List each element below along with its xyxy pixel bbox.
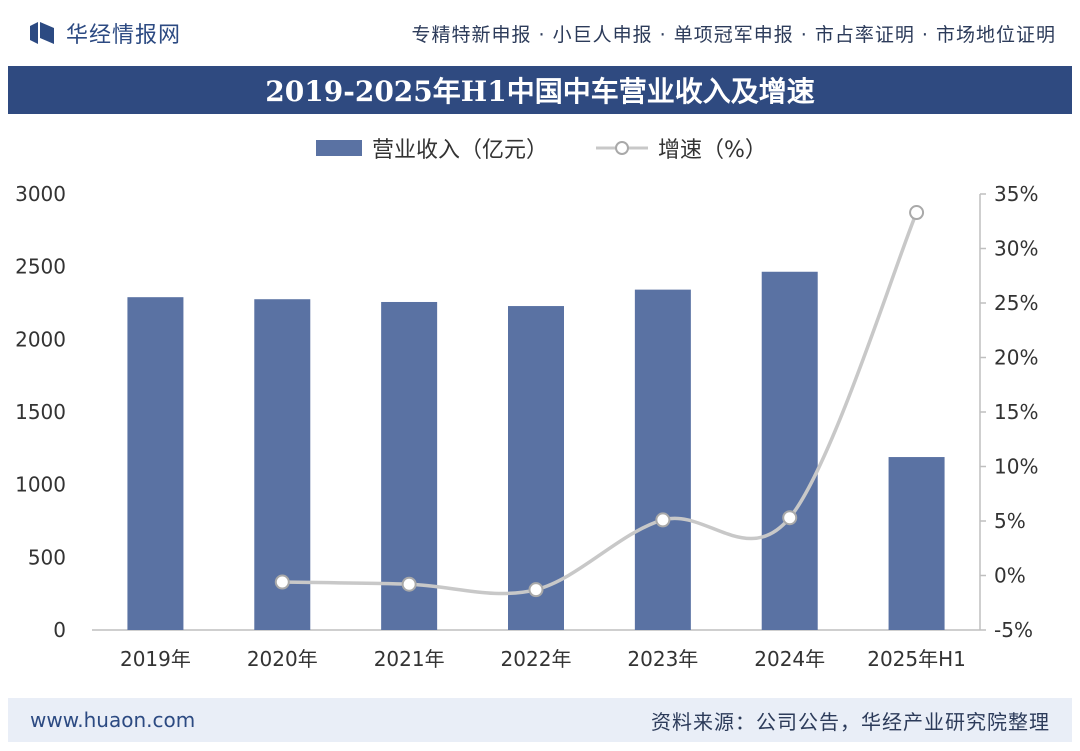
y-left-tick-label: 1000 <box>15 473 66 497</box>
legend-bar-swatch <box>316 140 362 156</box>
growth-point <box>782 510 798 526</box>
y-right-tick-label: 0% <box>994 564 1026 588</box>
bar <box>761 271 818 630</box>
y-right-tick-label: 20% <box>994 346 1038 370</box>
footer-source: 资料来源：公司公告，华经产业研究院整理 <box>651 709 1050 734</box>
bar <box>634 289 691 630</box>
footer-url[interactable]: www.huaon.com <box>30 708 196 732</box>
y-right-tick-label: 10% <box>994 455 1038 479</box>
chart-legend: 营业收入（亿元） 增速（%） <box>316 132 767 164</box>
growth-line <box>282 211 919 596</box>
y-left-tick-label: 2000 <box>15 327 66 351</box>
growth-point <box>401 576 417 592</box>
title-bar: 2019-2025年H1中国中车营业收入及增速 <box>8 66 1072 114</box>
growth-point <box>528 582 544 598</box>
y-right-tick-label: 35% <box>994 182 1038 206</box>
top-bar: 华经情报网 专精特新申报 · 小巨人申报 · 单项冠军申报 · 市占率证明 · … <box>0 0 1080 66</box>
y-right-tick-label: 30% <box>994 237 1038 261</box>
bar <box>381 301 438 630</box>
legend-line-swatch <box>596 141 649 155</box>
y-right-tick-label: 5% <box>994 509 1026 533</box>
y-right-tick-label: -5% <box>994 618 1033 642</box>
y-left-tick-label: 500 <box>28 545 66 569</box>
bar <box>127 297 184 630</box>
y-left-tick-label: 0 <box>53 618 66 642</box>
x-tick-label: 2024年 <box>754 647 825 671</box>
bar <box>888 457 945 630</box>
legend-line-label: 增速（%） <box>658 138 767 163</box>
y-right-tick-label: 15% <box>994 400 1038 424</box>
growth-point <box>909 205 925 221</box>
x-tick-label: 2020年 <box>247 647 318 671</box>
growth-point <box>274 574 290 590</box>
footer-bar: www.huaon.com 资料来源：公司公告，华经产业研究院整理 <box>8 698 1072 742</box>
y-left-tick-label: 3000 <box>15 182 66 206</box>
x-tick-label: 2022年 <box>501 647 572 671</box>
y-left-tick-label: 2500 <box>15 255 66 279</box>
y-left-tick-label: 1500 <box>15 400 66 424</box>
x-tick-label: 2025年H1 <box>867 647 966 671</box>
x-tick-label: 2021年 <box>374 647 445 671</box>
chart-title: 2019-2025年H1中国中车营业收入及增速 <box>265 75 815 108</box>
x-tick-label: 2023年 <box>627 647 698 671</box>
brand-logo-icon <box>30 22 54 44</box>
x-tick-label: 2019年 <box>120 647 191 671</box>
brand-name[interactable]: 华经情报网 <box>66 23 182 48</box>
brand: 华经情报网 <box>30 17 181 49</box>
y-right-tick-label: 25% <box>994 291 1038 315</box>
legend-bar-label: 营业收入（亿元） <box>372 138 549 163</box>
bar <box>508 306 564 630</box>
growth-point <box>655 512 671 528</box>
services-menu[interactable]: 专精特新申报 · 小巨人申报 · 单项冠军申报 · 市占率证明 · 市场地位证明 <box>411 23 1056 46</box>
